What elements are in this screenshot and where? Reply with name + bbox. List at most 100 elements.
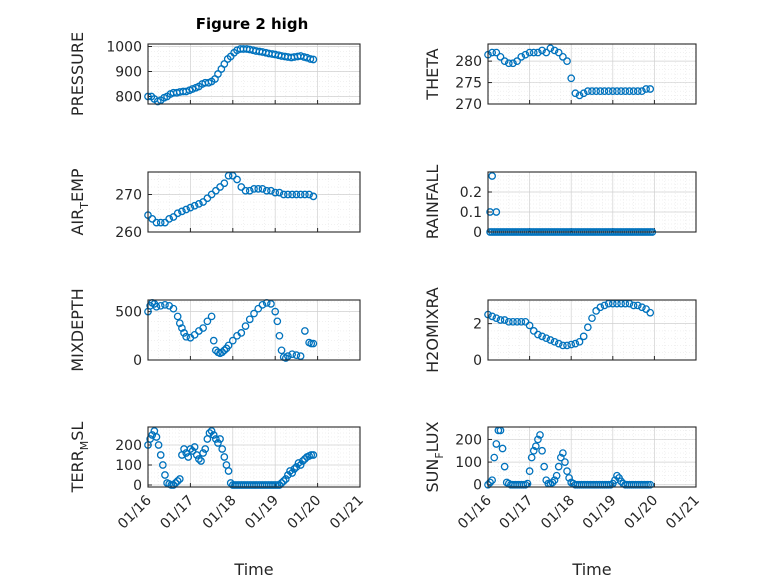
data-point xyxy=(224,341,233,350)
y-tick-label: 0 xyxy=(133,478,142,494)
data-point xyxy=(275,481,284,489)
axis-box xyxy=(147,171,361,233)
data-point xyxy=(600,87,609,95)
data-point xyxy=(492,440,501,448)
data-point xyxy=(190,443,199,451)
data-point xyxy=(296,352,305,360)
data-point xyxy=(241,322,250,330)
data-point xyxy=(275,188,284,197)
data-point xyxy=(521,317,530,326)
data-point xyxy=(559,341,567,350)
data-point xyxy=(301,190,309,199)
data-point xyxy=(258,185,267,193)
data-point xyxy=(575,91,584,100)
data-point xyxy=(224,467,233,475)
data-point xyxy=(301,327,309,335)
data-point xyxy=(517,53,526,61)
data-point xyxy=(309,451,318,459)
data-point xyxy=(575,337,584,346)
subplot-2: 270 275 280 THETA xyxy=(423,43,697,113)
axis-box xyxy=(487,426,697,488)
data-point xyxy=(218,445,227,453)
axis-box xyxy=(147,426,361,488)
y-tick-label: 275 xyxy=(455,76,482,92)
data-point xyxy=(184,453,193,461)
data-point xyxy=(538,46,546,55)
data-point xyxy=(554,462,563,471)
y-tick-label: 0 xyxy=(473,353,482,369)
data-point xyxy=(633,87,642,95)
data-point xyxy=(207,312,216,321)
data-point xyxy=(567,74,576,83)
data-point xyxy=(271,188,280,197)
data-point xyxy=(542,48,551,57)
data-point xyxy=(621,87,630,95)
data-point xyxy=(500,462,509,471)
data-point xyxy=(509,317,517,326)
data-point xyxy=(542,334,551,343)
data-point xyxy=(608,87,617,95)
data-point xyxy=(488,476,497,485)
data-point xyxy=(579,89,588,98)
data-point xyxy=(180,329,188,337)
y-tick-label: 200 xyxy=(115,438,142,454)
data-point xyxy=(496,316,505,324)
data-point xyxy=(169,481,178,489)
x-tick-label: 01/17 xyxy=(497,493,537,533)
y-tick-label: 0 xyxy=(133,353,142,369)
data-point xyxy=(492,48,501,57)
y-axis-label: TERRMSL xyxy=(68,422,91,494)
series-points xyxy=(144,299,318,362)
data-point xyxy=(175,475,184,483)
y-axis-label-main: AIR xyxy=(68,209,87,236)
data-point xyxy=(237,329,246,337)
data-point xyxy=(156,301,165,310)
y-axis-label: H2OMIXRA xyxy=(423,287,442,373)
data-point xyxy=(214,439,222,447)
subplot-8: 0 100 200 SUNFLUX 01/16 01/17 01/18 01/19 01/20 0… xyxy=(423,421,703,579)
y-tick-label: 280 xyxy=(455,54,482,70)
data-point xyxy=(534,435,542,444)
data-point xyxy=(592,307,601,315)
subplot-7: 0 100 200 TERRMSL 01/16 01/17 01/18 01/19 01/20 0… xyxy=(68,422,367,579)
data-point xyxy=(220,179,229,188)
data-point xyxy=(199,324,207,332)
data-point xyxy=(571,339,580,348)
axis-box xyxy=(487,171,697,233)
data-point xyxy=(173,312,182,321)
data-point xyxy=(305,190,313,199)
data-point xyxy=(209,431,218,439)
y-axis-label-rest: EMP xyxy=(68,168,87,202)
figure-title: Figure 2 high xyxy=(196,15,309,33)
data-point xyxy=(496,53,505,61)
data-point xyxy=(190,201,199,210)
y-tick-label: 800 xyxy=(115,90,142,106)
data-point xyxy=(152,302,161,311)
data-point xyxy=(173,209,182,218)
data-point xyxy=(190,330,199,339)
data-point xyxy=(592,87,601,95)
series-points xyxy=(144,427,318,489)
data-point xyxy=(550,476,559,485)
y-axis-label: MIXDEPTH xyxy=(68,288,87,371)
data-point xyxy=(492,208,501,216)
x-tick-label: 01/21 xyxy=(327,493,367,533)
data-point xyxy=(186,203,195,212)
data-point xyxy=(613,87,621,95)
x-tick-label: 01/19 xyxy=(242,493,282,533)
data-point xyxy=(567,340,576,349)
subplot-3: 260 270 AIRTEMP xyxy=(68,168,361,241)
x-tick-label: 01/18 xyxy=(200,493,240,533)
data-point xyxy=(175,319,184,328)
data-point xyxy=(220,346,229,355)
data-point xyxy=(563,467,571,476)
data-point xyxy=(169,304,178,313)
data-point xyxy=(500,57,509,65)
y-axis-label-subscript: F xyxy=(433,452,446,458)
x-axis-label: Time xyxy=(571,560,611,579)
data-point xyxy=(216,435,224,443)
data-point xyxy=(241,186,250,195)
data-point xyxy=(306,55,315,63)
y-axis-label-main: THETA xyxy=(423,48,442,100)
data-point xyxy=(262,186,271,195)
